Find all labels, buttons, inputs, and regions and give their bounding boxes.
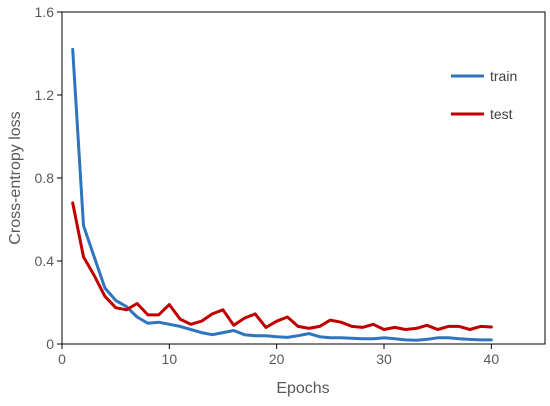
y-tick-label: 1.6	[35, 4, 55, 20]
x-tick-label: 10	[162, 351, 178, 367]
x-tick-label: 20	[269, 351, 285, 367]
x-tick-label: 30	[376, 351, 392, 367]
x-axis-ticks: 0 10 20 30 40	[58, 344, 499, 367]
x-tick-label: 40	[484, 351, 500, 367]
series-line-test	[71, 201, 493, 331]
y-axis-title: Cross-entropy loss	[7, 111, 24, 244]
y-axis-ticks: 0 0.4 0.8 1.2 1.6	[35, 4, 62, 352]
x-tick-label: 0	[58, 351, 66, 367]
x-axis-title: Epochs	[276, 380, 329, 397]
legend: train test	[451, 68, 517, 122]
plot-area	[61, 11, 546, 345]
y-tick-label: 0	[46, 336, 54, 352]
legend-label-train: train	[490, 68, 517, 84]
series-line-train	[71, 47, 493, 342]
y-tick-label: 0.4	[35, 253, 55, 269]
y-tick-label: 1.2	[35, 87, 55, 103]
series-layer	[71, 47, 493, 342]
y-tick-label: 0.8	[35, 170, 55, 186]
legend-label-test: test	[490, 106, 513, 122]
